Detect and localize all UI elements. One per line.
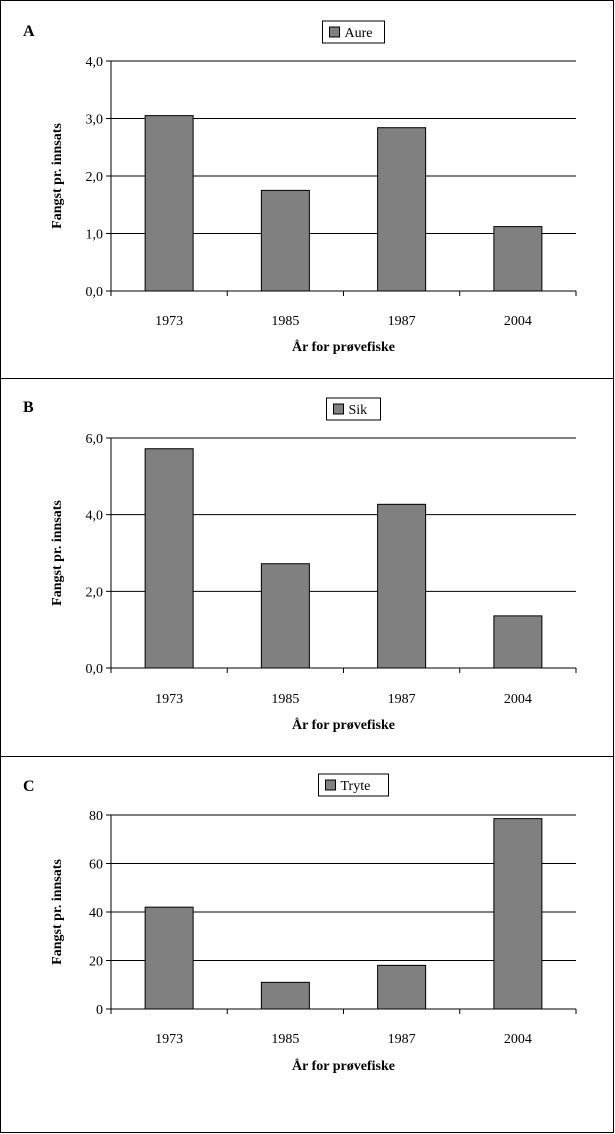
bar-1987 (377, 964, 427, 1010)
chart-a-svg: A Aure 0,0 1,0 2,0 3,0 4,0 1973 1985 1987 2004 År f… (23, 20, 577, 355)
bar-1985 (260, 563, 310, 669)
y-tick-label: 2,0 (86, 170, 104, 185)
x-tick-label: 1985 (271, 314, 299, 329)
y-tick-label: 3,0 (86, 113, 104, 128)
x-axis-title: År for prøvefiske (292, 1058, 395, 1074)
legend-swatch (325, 779, 336, 791)
y-tick-label: 6,0 (86, 432, 104, 447)
x-tick-label: 1985 (271, 692, 299, 707)
y-axis-title: Fangst pr. innsats (50, 123, 65, 229)
panel-letter-c: C (23, 778, 35, 795)
bar-2004 (493, 226, 543, 292)
y-tick-label: 80 (89, 809, 103, 824)
x-tick-label: 2004 (504, 1032, 532, 1047)
legend-swatch (329, 26, 340, 38)
y-tick-label: 0,0 (86, 662, 104, 677)
y-tick-label: 0,0 (86, 285, 104, 300)
y-tick-label: 4,0 (86, 55, 104, 70)
y-tick-label: 20 (89, 955, 103, 970)
y-tick-label: 60 (89, 858, 103, 873)
panel-letter-b: B (23, 399, 34, 416)
x-tick-label: 1973 (155, 692, 183, 707)
chart-panel-b: B Sik 0,0 2,0 4,0 6,0 1973 1985 1987 2004 År for p… (0, 378, 614, 757)
legend: Aure (322, 20, 385, 44)
x-axis-title: År for prøvefiske (292, 339, 395, 355)
legend-label: Sik (349, 403, 368, 418)
bar-1973 (144, 115, 194, 292)
bar-1987 (377, 503, 427, 669)
bar-1985 (260, 189, 310, 292)
legend-swatch (333, 403, 344, 415)
y-tick-label: 2,0 (86, 585, 104, 600)
legend: Sik (326, 397, 381, 421)
bar-1987 (377, 127, 427, 292)
y-tick-label: 4,0 (86, 509, 104, 524)
bar-1973 (144, 906, 194, 1010)
y-tick-label: 1,0 (86, 228, 104, 243)
y-axis-title: Fangst pr. innsats (50, 859, 65, 965)
x-tick-label: 1973 (155, 314, 183, 329)
y-tick-label: 0 (96, 1003, 103, 1018)
x-axis-title: År for prøvefiske (292, 717, 395, 733)
chart-b-svg: B Sik 0,0 2,0 4,0 6,0 1973 1985 1987 2004 År for p… (23, 397, 577, 733)
panel-letter-a: A (23, 23, 35, 40)
x-tick-label: 2004 (504, 314, 532, 329)
y-tick-label: 40 (89, 906, 103, 921)
x-tick-label: 1987 (388, 1032, 416, 1047)
x-tick-label: 1973 (155, 1032, 183, 1047)
chart-c-svg: C Tryte 0 20 40 60 80 1973 1985 1987 2004 År for pr… (23, 773, 577, 1074)
bar-1973 (144, 448, 194, 669)
x-tick-label: 1987 (388, 692, 416, 707)
x-tick-label: 1987 (388, 314, 416, 329)
chart-panel-c: C Tryte 0 20 40 60 80 1973 1985 1987 2004 År for pr… (0, 756, 614, 1133)
legend: Tryte (318, 773, 389, 797)
bar-2004 (493, 615, 543, 669)
x-tick-label: 1985 (271, 1032, 299, 1047)
chart-panel-a: A Aure 0,0 1,0 2,0 3,0 4,0 1973 1985 1987 2004 År f… (0, 0, 614, 379)
y-axis-title: Fangst pr. innsats (50, 500, 65, 606)
legend-label: Tryte (341, 779, 371, 794)
x-tick-label: 2004 (504, 692, 532, 707)
legend-label: Aure (345, 26, 373, 41)
bar-1985 (260, 981, 310, 1010)
bar-2004 (493, 818, 543, 1010)
